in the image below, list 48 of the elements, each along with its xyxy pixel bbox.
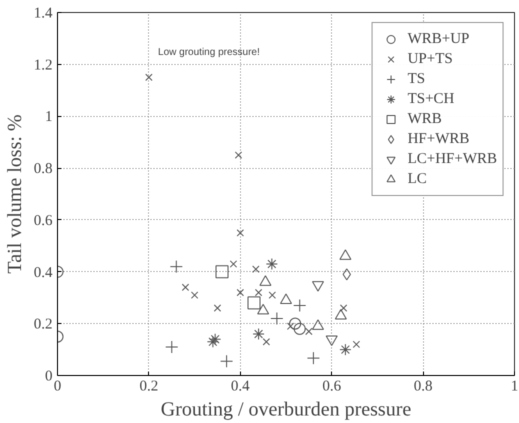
point [334,309,347,320]
point [236,229,244,237]
point [190,291,198,299]
legend-label: UP+TS [408,50,453,68]
point [209,333,222,346]
legend-label: TS+CH [408,90,454,108]
point [266,258,278,270]
x-tick-label: 0.2 [140,378,158,394]
legend-label: WRB+UP [408,30,470,48]
point [206,336,219,348]
y-tick-label: 0.6 [34,212,53,229]
annotation: Low grouting pressure! [158,46,260,58]
point [145,74,153,82]
point [230,260,238,268]
legend-label: LC+HF+WRB [408,150,497,168]
x-axis-title: Grouting / overburden pressure [160,398,412,420]
point [216,265,229,278]
point [254,288,262,296]
point [252,266,260,273]
point [236,288,244,296]
legend-label: TS [408,70,426,88]
y-tick-label: 0.4 [34,264,53,281]
point [182,284,190,292]
x-tick-label: 1 [510,378,518,394]
point [268,291,276,299]
point [305,328,313,336]
legend-label: HF+WRB [408,130,470,148]
x-tick-label: 0.4 [230,378,250,394]
point [339,344,352,356]
point [262,338,270,346]
point [340,304,348,312]
point [286,322,294,330]
point [234,151,242,159]
y-tick-label: 0 [45,368,52,384]
point [214,304,222,312]
x-tick-label: 0.6 [322,378,342,394]
y-tick-label: 0.8 [34,161,52,178]
y-tick-label: 1 [45,109,52,126]
y-axis-title: Tail volume loss: % [4,114,26,274]
point [352,340,360,348]
point [252,328,265,340]
y-tick-label: 1.2 [34,57,52,74]
x-tick-label: 0.8 [414,378,432,394]
legend-label: LC [408,170,428,188]
legend-label: WRB [408,110,442,128]
y-tick-label: 1.4 [34,6,53,22]
point [248,296,261,310]
y-tick-label: 0.2 [34,316,52,333]
